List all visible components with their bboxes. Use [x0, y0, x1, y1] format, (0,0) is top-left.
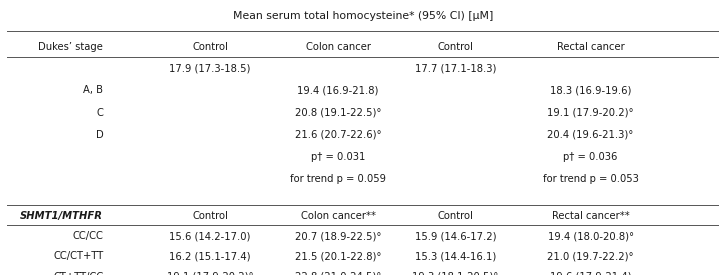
Text: p† = 0.036: p† = 0.036: [563, 152, 618, 162]
Text: 20.7 (18.9-22.5)°: 20.7 (18.9-22.5)°: [295, 231, 381, 241]
Text: 20.4 (19.6-21.3)°: 20.4 (19.6-21.3)°: [547, 130, 634, 140]
Text: 21.5 (20.1-22.8)°: 21.5 (20.1-22.8)°: [295, 252, 381, 262]
Text: CC/CT+TT: CC/CT+TT: [53, 252, 103, 262]
Text: Colon cancer**: Colon cancer**: [301, 211, 375, 221]
Text: Colon cancer: Colon cancer: [306, 42, 370, 52]
Text: for trend p = 0.053: for trend p = 0.053: [543, 174, 639, 184]
Text: A, B: A, B: [83, 86, 103, 95]
Text: 22.8 (21.0-24.5)°: 22.8 (21.0-24.5)°: [295, 272, 381, 275]
Text: 19.4 (18.0-20.8)°: 19.4 (18.0-20.8)°: [547, 231, 634, 241]
Text: 18.3 (16.9-19.6): 18.3 (16.9-19.6): [550, 86, 632, 95]
Text: Rectal cancer: Rectal cancer: [557, 42, 624, 52]
Text: 15.3 (14.4-16.1): 15.3 (14.4-16.1): [415, 252, 496, 262]
Text: 19.1 (17.9-20.2)°: 19.1 (17.9-20.2)°: [167, 272, 253, 275]
Text: Dukes’ stage: Dukes’ stage: [38, 42, 103, 52]
Text: 15.6 (14.2-17.0): 15.6 (14.2-17.0): [169, 231, 250, 241]
Text: 17.9 (17.3-18.5): 17.9 (17.3-18.5): [169, 63, 250, 73]
Text: 19.4 (16.9-21.8): 19.4 (16.9-21.8): [298, 86, 379, 95]
Text: 15.9 (14.6-17.2): 15.9 (14.6-17.2): [415, 231, 497, 241]
Text: CC/CC: CC/CC: [73, 231, 103, 241]
Text: 16.2 (15.1-17.4): 16.2 (15.1-17.4): [169, 252, 250, 262]
Text: 20.8 (19.1-22.5)°: 20.8 (19.1-22.5)°: [295, 108, 381, 118]
Text: Control: Control: [438, 211, 473, 221]
Text: CT+TT/CC: CT+TT/CC: [53, 272, 103, 275]
Text: 21.6 (20.7-22.6)°: 21.6 (20.7-22.6)°: [295, 130, 381, 140]
Text: Rectal cancer**: Rectal cancer**: [552, 211, 629, 221]
Text: Control: Control: [438, 42, 473, 52]
Text: 19.1 (17.9-20.2)°: 19.1 (17.9-20.2)°: [547, 108, 634, 118]
Text: 17.7 (17.1-18.3): 17.7 (17.1-18.3): [415, 63, 496, 73]
Text: Mean serum total homocysteine* (95% CI) [μM]: Mean serum total homocysteine* (95% CI) …: [233, 11, 493, 21]
Text: for trend p = 0.059: for trend p = 0.059: [290, 174, 386, 184]
Text: C: C: [97, 108, 103, 118]
Text: Control: Control: [192, 211, 228, 221]
Text: p† = 0.031: p† = 0.031: [311, 152, 365, 162]
Text: 19.6 (17.9-21.4): 19.6 (17.9-21.4): [550, 272, 632, 275]
Text: Control: Control: [192, 42, 228, 52]
Text: SHMT1/MTHFR: SHMT1/MTHFR: [20, 211, 103, 221]
Text: 19.3 (18.1-20.5)°: 19.3 (18.1-20.5)°: [412, 272, 499, 275]
Text: 21.0 (19.7-22.2)°: 21.0 (19.7-22.2)°: [547, 252, 634, 262]
Text: D: D: [96, 130, 103, 140]
